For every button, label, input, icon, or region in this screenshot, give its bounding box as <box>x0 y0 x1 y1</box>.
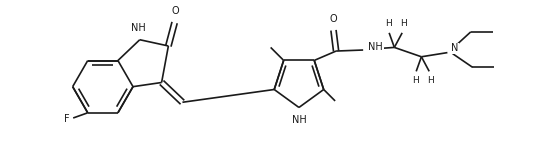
Text: NH: NH <box>368 42 383 52</box>
Text: H: H <box>400 19 407 28</box>
Text: H: H <box>427 76 434 85</box>
Text: O: O <box>329 14 337 24</box>
Text: F: F <box>64 114 70 124</box>
Text: O: O <box>172 6 180 16</box>
Text: NH: NH <box>131 23 146 33</box>
Text: NH: NH <box>292 115 306 125</box>
Text: H: H <box>412 76 418 85</box>
Text: H: H <box>385 19 391 28</box>
Text: N: N <box>451 43 458 53</box>
